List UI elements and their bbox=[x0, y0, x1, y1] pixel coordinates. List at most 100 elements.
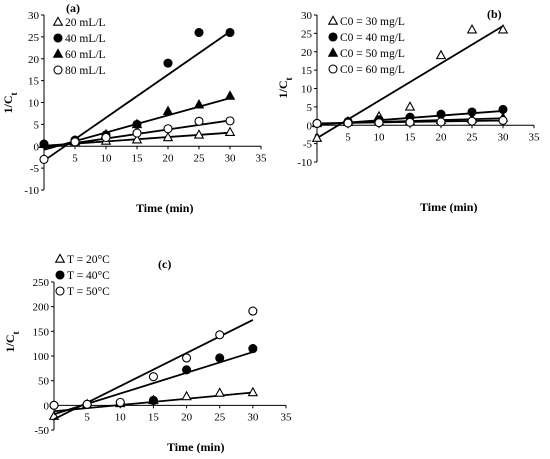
chart-panel-3: -5005010015020025005101520253035Time (mi… bbox=[3, 253, 292, 454]
x-tick-label: 30 bbox=[498, 131, 510, 143]
data-point bbox=[131, 118, 143, 129]
legend-marker bbox=[328, 64, 338, 74]
x-tick-label: 25 bbox=[467, 131, 479, 143]
legend-entry: 60 mL/L bbox=[65, 49, 106, 61]
panel-label: (b) bbox=[487, 7, 502, 21]
data-point bbox=[115, 397, 125, 407]
y-tick-label: 0 bbox=[307, 120, 313, 132]
data-point bbox=[312, 118, 322, 128]
data-point bbox=[215, 353, 225, 363]
x-tick-label: 15 bbox=[405, 131, 417, 143]
y-tick-label: 25 bbox=[301, 28, 313, 40]
legend-entry: T = 20°C bbox=[67, 254, 110, 266]
legend-entry: T = 40°C bbox=[67, 270, 110, 282]
data-point bbox=[101, 132, 111, 143]
y-tick-label: 15 bbox=[28, 76, 40, 88]
y-tick-label: 10 bbox=[28, 98, 40, 110]
data-point bbox=[148, 372, 158, 382]
data-point bbox=[193, 129, 205, 139]
data-point bbox=[162, 105, 174, 115]
x-tick-label: 15 bbox=[148, 411, 160, 423]
legend-marker bbox=[327, 15, 339, 25]
y-tick-label: 150 bbox=[33, 326, 50, 338]
data-point bbox=[467, 116, 477, 126]
data-point bbox=[247, 386, 259, 397]
x-tick-label: 35 bbox=[256, 152, 268, 164]
x-axis-label: Time (min) bbox=[167, 440, 224, 454]
x-tick-label: 10 bbox=[374, 131, 386, 143]
y-tick-label: 15 bbox=[301, 65, 313, 77]
data-point bbox=[343, 118, 353, 128]
x-tick-label: 10 bbox=[115, 411, 127, 423]
y-tick-label: 20 bbox=[28, 54, 40, 66]
y-tick-label: 30 bbox=[28, 10, 40, 22]
data-point bbox=[436, 117, 446, 127]
data-point bbox=[214, 387, 225, 397]
data-point bbox=[311, 132, 323, 142]
legend-marker bbox=[53, 65, 63, 75]
x-tick-label: 20 bbox=[163, 152, 175, 164]
y-tick-label: 0 bbox=[34, 141, 40, 153]
data-point bbox=[181, 390, 192, 401]
x-tick-label: 10 bbox=[101, 152, 113, 164]
y-tick-label: 0 bbox=[44, 400, 50, 412]
data-point bbox=[248, 344, 258, 354]
data-point bbox=[225, 116, 235, 126]
x-tick-label: 25 bbox=[214, 411, 226, 423]
x-tick-label: 35 bbox=[529, 131, 541, 143]
data-point bbox=[224, 90, 236, 100]
chart-panel-1: -10-505101520253005101520253035Time (min… bbox=[1, 1, 267, 215]
data-point bbox=[163, 124, 173, 134]
data-point bbox=[225, 27, 235, 38]
data-point bbox=[194, 116, 204, 126]
data-point bbox=[148, 395, 158, 405]
y-tick-label: -5 bbox=[303, 139, 313, 151]
y-tick-label: 200 bbox=[33, 302, 50, 314]
y-axis-label-main: 1/C bbox=[3, 335, 17, 353]
legend-marker bbox=[55, 286, 65, 296]
legend-entry: 40 mL/L bbox=[65, 33, 106, 45]
data-point bbox=[182, 353, 192, 363]
legend-marker bbox=[328, 32, 338, 42]
y-tick-label: 250 bbox=[33, 277, 50, 289]
data-point bbox=[162, 131, 174, 142]
y-axis-label-sub: t bbox=[9, 93, 19, 96]
data-point bbox=[224, 126, 236, 136]
y-axis-label: 1/Ct bbox=[276, 78, 294, 99]
y-axis-label-main: 1/C bbox=[1, 96, 15, 114]
legend: 20 mL/L 40 mL/L 60 mL/L 80 mL/L bbox=[52, 16, 106, 77]
x-tick-label: 20 bbox=[436, 131, 448, 143]
y-axis-label: 1/Ct bbox=[1, 93, 19, 114]
x-tick-label: 30 bbox=[247, 411, 259, 423]
y-axis-label-sub: t bbox=[11, 332, 21, 335]
legend-marker bbox=[55, 270, 65, 280]
data-point bbox=[39, 154, 49, 164]
legend: C0 = 30 mg/L C0 = 40 mg/L C0 = 50 mg/L C0 =… bbox=[327, 15, 405, 76]
y-tick-label: -10 bbox=[24, 185, 39, 197]
x-tick-label: 30 bbox=[225, 152, 237, 164]
y-tick-label: 10 bbox=[301, 84, 313, 96]
data-point bbox=[193, 98, 205, 109]
x-tick-label: 15 bbox=[132, 152, 144, 164]
legend-marker bbox=[53, 33, 63, 43]
data-point bbox=[182, 365, 192, 375]
data-point bbox=[466, 23, 478, 34]
y-tick-label: 5 bbox=[307, 102, 313, 114]
x-tick-label: 5 bbox=[345, 131, 351, 143]
x-tick-label: 5 bbox=[72, 152, 78, 164]
legend-entry: C0 = 30 mg/L bbox=[340, 16, 405, 28]
panel-label: (c) bbox=[158, 257, 171, 271]
y-axis-label: 1/Ct bbox=[3, 332, 21, 353]
panel-label: (a) bbox=[66, 1, 80, 15]
y-axis-label-sub: t bbox=[284, 78, 294, 81]
data-point bbox=[70, 137, 80, 147]
legend-entry: C0 = 40 mg/L bbox=[340, 32, 405, 44]
y-tick-label: 30 bbox=[301, 10, 313, 22]
data-point bbox=[82, 399, 92, 409]
series-4 bbox=[39, 116, 235, 164]
data-point bbox=[163, 58, 173, 68]
data-point bbox=[404, 101, 416, 111]
legend: T = 20°C T = 40°C T = 50°C bbox=[54, 253, 110, 298]
data-point bbox=[405, 117, 415, 127]
